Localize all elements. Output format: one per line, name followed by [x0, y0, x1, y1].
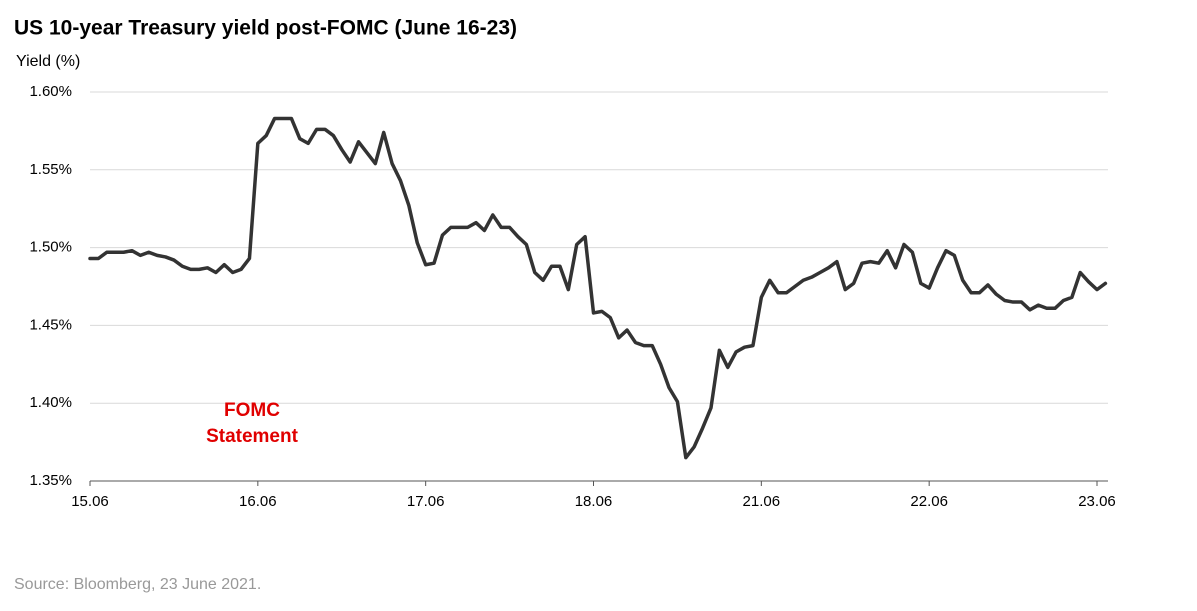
y-tick-label: 1.40%: [29, 394, 72, 411]
x-tick-label: 15.06: [71, 493, 109, 510]
x-tick-label: 23.06: [1078, 493, 1116, 510]
y-tick-label: 1.45%: [29, 316, 72, 333]
x-tick-label: 17.06: [407, 493, 445, 510]
x-tick-label: 18.06: [575, 493, 613, 510]
source: Source: Bloomberg, 23 June 2021.: [14, 576, 261, 593]
x-tick-label: 21.06: [743, 493, 781, 510]
chart-title: US 10-year Treasury yield post-FOMC (Jun…: [14, 17, 517, 40]
x-tick-label: 16.06: [239, 493, 277, 510]
y-tick-label: 1.55%: [29, 161, 72, 178]
y-tick-label: 1.60%: [29, 83, 72, 100]
y-axis-label: Yield (%): [16, 53, 80, 70]
y-tick-label: 1.35%: [29, 472, 72, 489]
x-tick-label: 22.06: [910, 493, 948, 510]
yield-line: [88, 116, 1108, 460]
y-tick-label: 1.50%: [29, 239, 72, 256]
annotation: FOMC Statement: [206, 400, 298, 447]
